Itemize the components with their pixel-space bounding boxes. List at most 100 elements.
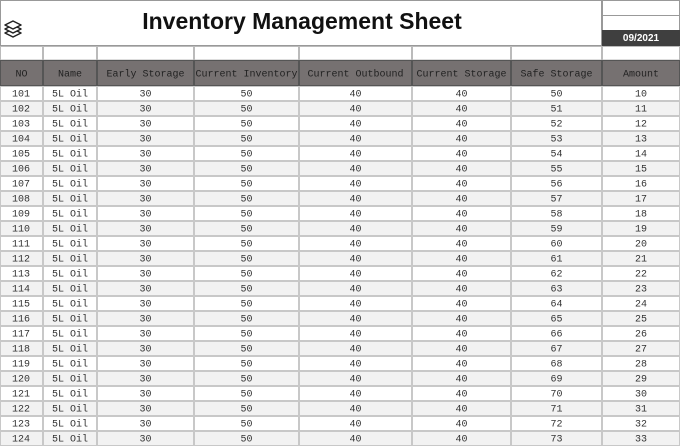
cell <box>43 401 97 416</box>
cell <box>412 326 511 341</box>
cell-text: 114 <box>12 285 30 296</box>
cell-text: 40 <box>349 375 361 386</box>
cell-text: 40 <box>349 420 361 431</box>
cell <box>43 326 97 341</box>
cell-text: 11 <box>635 105 647 116</box>
cell <box>299 281 412 296</box>
cell-text: 30 <box>139 405 151 416</box>
cell-text: 50 <box>240 435 252 446</box>
cell-text: 15 <box>635 165 647 176</box>
row <box>0 236 680 251</box>
cell-text: 5L Oil <box>52 329 88 341</box>
cell <box>97 221 194 236</box>
row <box>0 221 680 236</box>
cell-text: 40 <box>455 405 467 416</box>
cell <box>299 386 412 401</box>
cell-text: 50 <box>240 285 252 296</box>
cell-text: 30 <box>139 435 151 446</box>
cell-text: 108 <box>12 195 30 206</box>
cell <box>511 251 602 266</box>
cell <box>194 116 299 131</box>
cell <box>0 341 43 356</box>
row <box>0 401 680 416</box>
cell-text: 5L Oil <box>52 374 88 386</box>
cell-text: 103 <box>12 120 30 131</box>
cell <box>412 221 511 236</box>
cell-text: 70 <box>550 390 562 401</box>
cell-text: 113 <box>12 270 30 281</box>
cell <box>299 266 412 281</box>
title-cell <box>0 0 602 46</box>
cell-text: 5L Oil <box>52 389 88 401</box>
row <box>0 146 680 161</box>
cell <box>97 401 194 416</box>
cell-text: 18 <box>635 210 647 221</box>
cell-text: 40 <box>455 435 467 446</box>
cell-text: 27 <box>635 345 647 356</box>
cell-text: 5L Oil <box>52 254 88 266</box>
cell-text: 40 <box>349 270 361 281</box>
cell <box>299 101 412 116</box>
column-header: Early Storage <box>106 69 184 81</box>
cell-text: 60 <box>550 240 562 251</box>
cell <box>511 236 602 251</box>
cell-text: 30 <box>139 105 151 116</box>
cell <box>0 176 43 191</box>
row <box>0 281 680 296</box>
blank-cell <box>602 46 680 61</box>
row <box>0 386 680 401</box>
cell <box>412 311 511 326</box>
cell <box>299 356 412 371</box>
layers-icon <box>4 20 22 38</box>
cell <box>511 191 602 206</box>
row <box>0 326 680 341</box>
cell <box>0 206 43 221</box>
row <box>0 416 680 431</box>
row <box>0 371 680 386</box>
cell-text: 5L Oil <box>52 104 88 116</box>
sheet-title: Inventory Management Sheet <box>142 8 462 34</box>
cell <box>412 86 511 101</box>
cell <box>412 371 511 386</box>
cell <box>0 116 43 131</box>
cell <box>412 176 511 191</box>
cell-text: 30 <box>139 285 151 296</box>
cell-text: 21 <box>635 255 647 266</box>
cell-text: 30 <box>139 255 151 266</box>
cell <box>194 281 299 296</box>
cell-text: 104 <box>12 135 30 146</box>
cell-text: 65 <box>550 315 562 326</box>
cell-text: 14 <box>635 150 647 161</box>
cell-text: 105 <box>12 150 30 161</box>
cell-text: 50 <box>240 420 252 431</box>
cell <box>412 101 511 116</box>
header-cell <box>511 60 602 86</box>
cell-text: 40 <box>455 255 467 266</box>
cell-text: 30 <box>139 315 151 326</box>
cell-text: 56 <box>550 180 562 191</box>
cell <box>412 416 511 431</box>
cell-text: 50 <box>240 195 252 206</box>
cell-text: 40 <box>455 315 467 326</box>
cell-text: 40 <box>349 135 361 146</box>
cell-text: 5L Oil <box>52 434 88 446</box>
cell-text: 17 <box>635 195 647 206</box>
cell-text: 50 <box>240 375 252 386</box>
cell-text: 5L Oil <box>52 134 88 146</box>
cell <box>43 221 97 236</box>
cell-text: 12 <box>635 120 647 131</box>
cell-text: 31 <box>635 405 647 416</box>
column-header: NO <box>15 70 27 81</box>
header-cell <box>97 60 194 86</box>
cell <box>299 176 412 191</box>
cell-text: 50 <box>240 225 252 236</box>
cell-text: 5L Oil <box>52 239 88 251</box>
cell <box>412 356 511 371</box>
cell <box>299 416 412 431</box>
cell-text: 13 <box>635 135 647 146</box>
cell-text: 71 <box>550 405 562 416</box>
cell <box>412 236 511 251</box>
cell-text: 40 <box>455 90 467 101</box>
cell-text: 54 <box>550 150 562 161</box>
cell-text: 123 <box>12 420 30 431</box>
